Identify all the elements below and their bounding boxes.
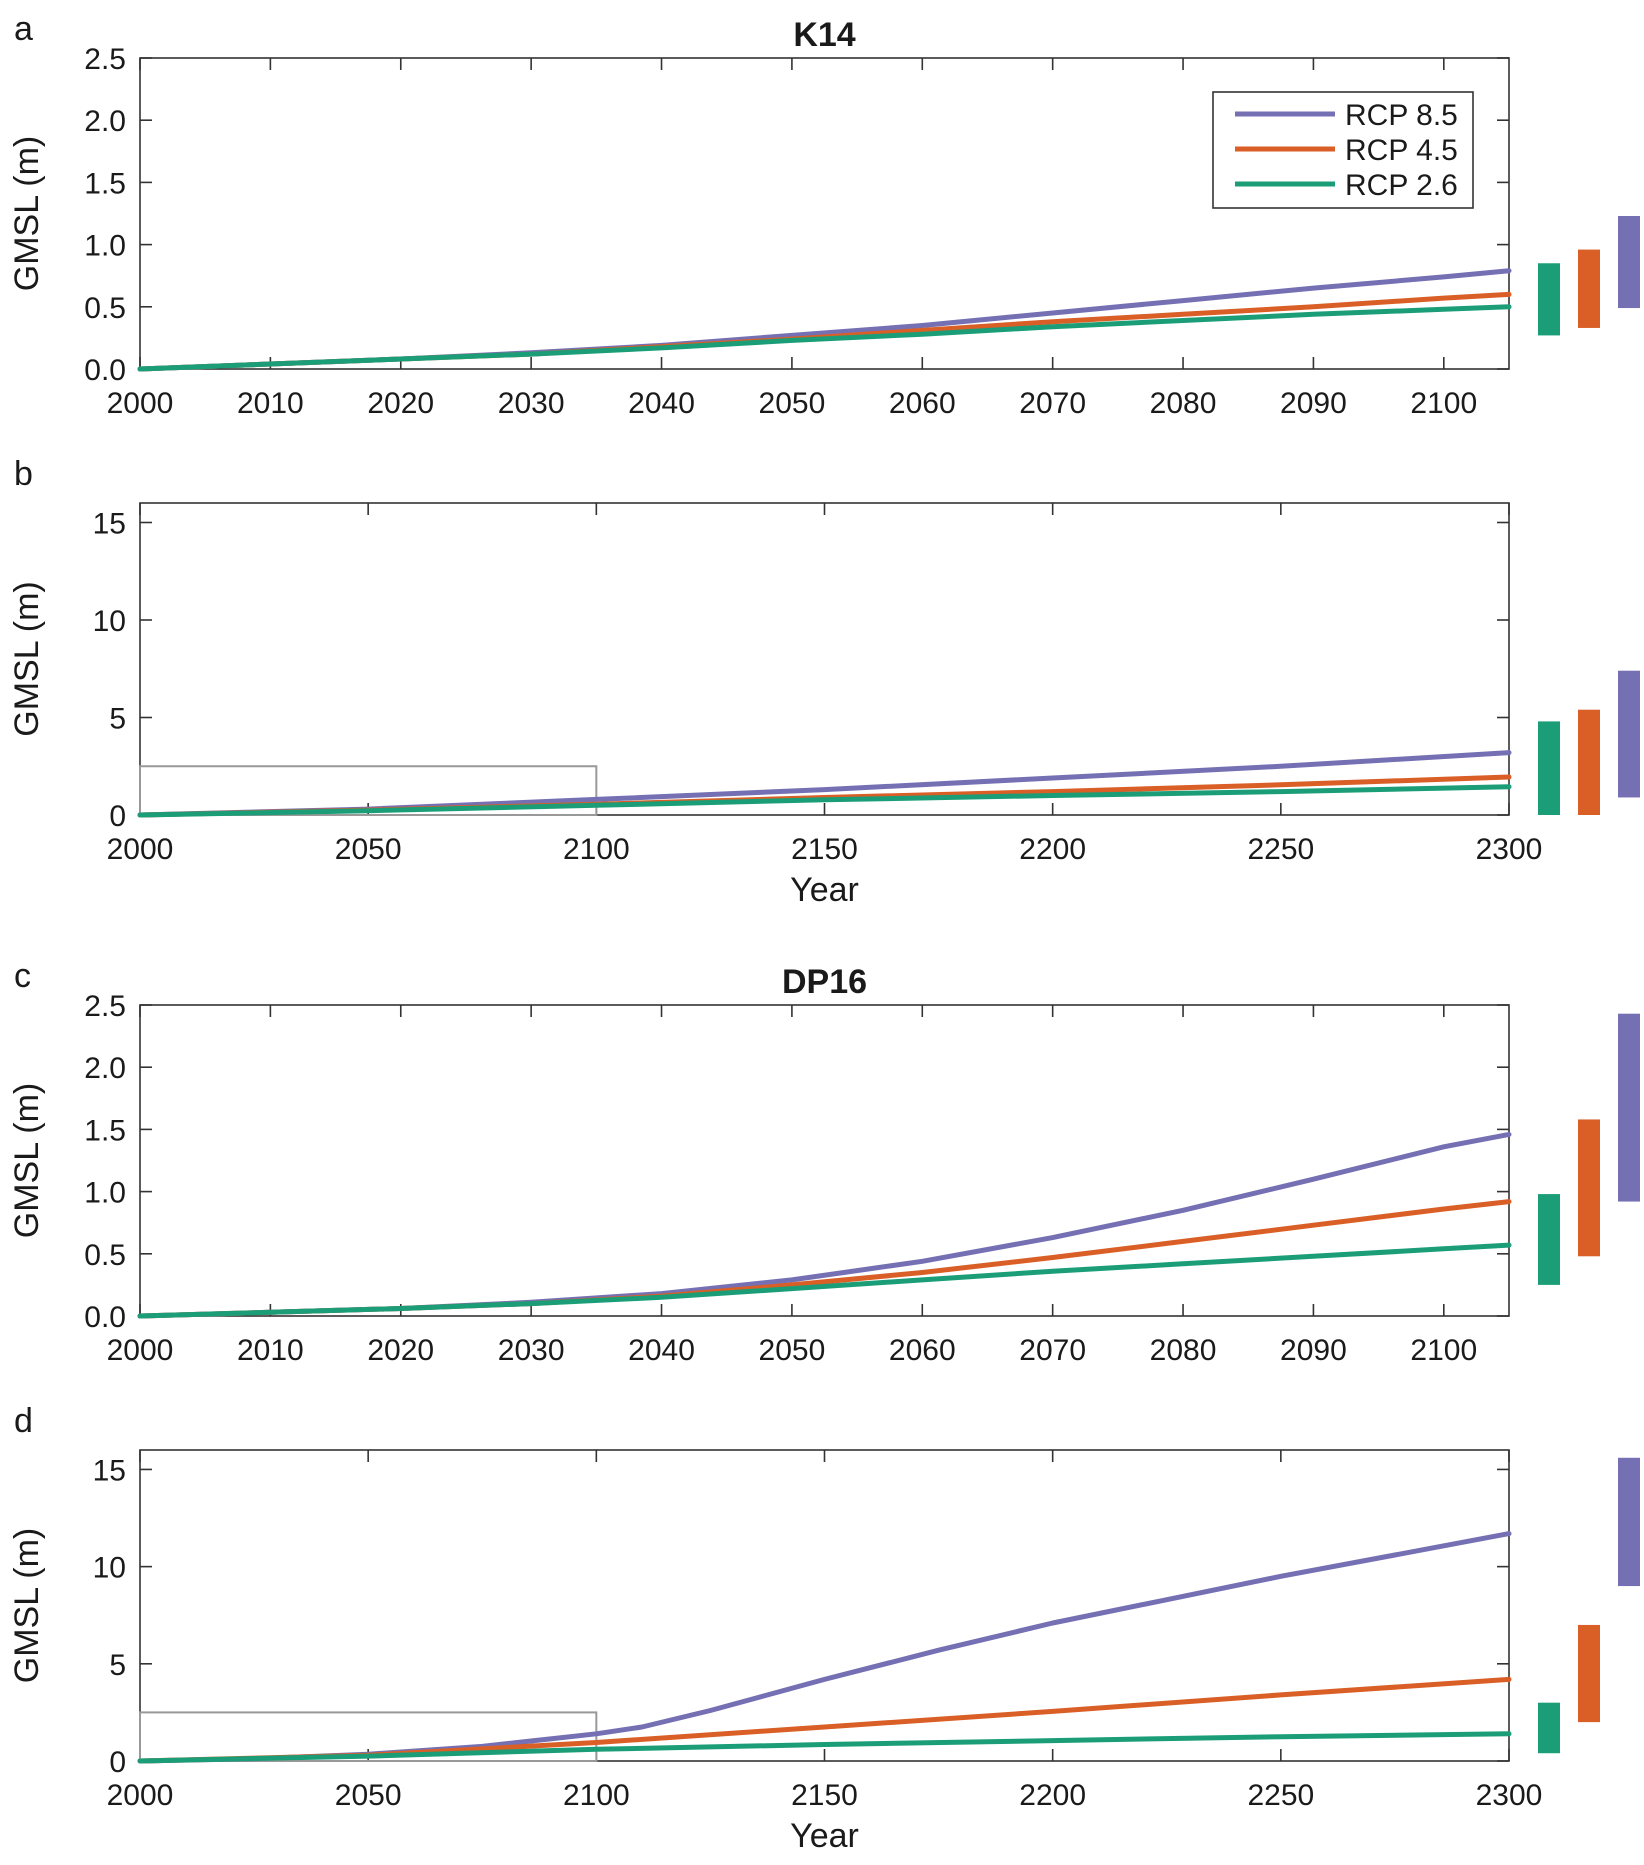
- panel-d-xtick-label-2050: 2050: [335, 1779, 402, 1812]
- panel-d-series-line-rcp45: [137, 1676, 1512, 1764]
- panel-c-ylabel: GMSL (m): [8, 1083, 46, 1239]
- panel-d-series-line-rcp26: [137, 1731, 1512, 1764]
- panel-b-inset-box: [139, 765, 598, 816]
- panel-c-range-bar-rcp45: [1578, 1119, 1600, 1257]
- panel-a-ytick-label-0: 0.0: [84, 354, 126, 387]
- panel-c-xtick-label-2070: 2070: [1019, 1334, 1086, 1367]
- panel-a-ytick-label-4: 2.0: [84, 105, 126, 138]
- panel-b-xtick-label-2250: 2250: [1247, 833, 1314, 866]
- panel-d-letter: d: [14, 1402, 33, 1440]
- panel-b-series-line-rcp26: [137, 784, 1512, 818]
- panel-d-range-bar-rcp26: [1538, 1702, 1560, 1754]
- panel-c-ytick-label-2: 1.0: [84, 1177, 126, 1210]
- panel-a-series-line-rcp85: [137, 268, 1512, 372]
- panel-b-xlabel: Year: [790, 871, 859, 909]
- panel-b-xtick-label-2150: 2150: [791, 833, 858, 866]
- panel-c-xtick-label-2020: 2020: [367, 1334, 434, 1367]
- panel-a-xtick-label-2010: 2010: [237, 387, 304, 420]
- panel-c-series-line-rcp26: [137, 1242, 1512, 1319]
- panel-a-ytick-label-5: 2.5: [84, 43, 126, 76]
- panel-c-ytick-label-3: 1.5: [84, 1114, 126, 1147]
- panel-c-xtick-label-2010: 2010: [237, 1334, 304, 1367]
- panel-b-xtick-label-2000: 2000: [107, 833, 174, 866]
- panel-a-xtick-label-2060: 2060: [889, 387, 956, 420]
- panel-c-xtick-label-2090: 2090: [1280, 1334, 1347, 1367]
- panel-b-letter: b: [14, 455, 33, 493]
- panel-a-range-bar-rcp85: [1618, 215, 1640, 309]
- panel-a-title: K14: [793, 16, 855, 54]
- panel-d-inset-box: [139, 1711, 598, 1762]
- panel-a-xtick-label-2020: 2020: [367, 387, 434, 420]
- panel-c-title: DP16: [782, 963, 867, 1001]
- panel-a-range-bar-rcp45: [1578, 249, 1600, 328]
- panel-a-xtick-label-2080: 2080: [1150, 387, 1217, 420]
- panel-b-ytick-label-1: 5: [109, 703, 126, 736]
- panel-c-ytick-label-5: 2.5: [84, 990, 126, 1023]
- panel-a-ytick-label-3: 1.5: [84, 167, 126, 200]
- panel-a-ytick-label-2: 1.0: [84, 230, 126, 263]
- panel-b-axes-frame: [139, 502, 1510, 816]
- panel-c-ytick-label-0: 0.0: [84, 1301, 126, 1334]
- panel-c-axes-frame: [139, 1004, 1510, 1317]
- panel-b-ytick-label-2: 10: [93, 605, 126, 638]
- panel-c-xtick-label-2080: 2080: [1150, 1334, 1217, 1367]
- panel-a-letter: a: [14, 10, 33, 48]
- panel-d-xtick-label-2250: 2250: [1247, 1779, 1314, 1812]
- panel-a-xtick-label-2070: 2070: [1019, 387, 1086, 420]
- panel-c-xtick-label-2100: 2100: [1410, 1334, 1477, 1367]
- panel-d-xtick-label-2200: 2200: [1019, 1779, 1086, 1812]
- panel-a-ytick-label-1: 0.5: [84, 292, 126, 325]
- panel-d-xtick-label-2300: 2300: [1476, 1779, 1543, 1812]
- panel-c-xtick-label-2060: 2060: [889, 1334, 956, 1367]
- panel-a-xtick-label-2090: 2090: [1280, 387, 1347, 420]
- panel-d-ylabel: GMSL (m): [8, 1528, 46, 1684]
- panel-c-xtick-label-2030: 2030: [498, 1334, 565, 1367]
- panel-d-ytick-label-3: 15: [93, 1454, 126, 1487]
- panel-c-xtick-label-2050: 2050: [759, 1334, 826, 1367]
- panel-b-xtick-label-2050: 2050: [335, 833, 402, 866]
- panel-b-xtick-label-2100: 2100: [563, 833, 630, 866]
- panel-b-ytick-label-3: 15: [93, 508, 126, 541]
- panel-c-ytick-label-4: 2.0: [84, 1052, 126, 1085]
- panel-d-axes-frame: [139, 1449, 1510, 1762]
- panel-c-xtick-label-2040: 2040: [628, 1334, 695, 1367]
- panel-c-range-bar-rcp85: [1618, 1013, 1640, 1202]
- panel-b-xtick-label-2200: 2200: [1019, 833, 1086, 866]
- panel-d-xtick-label-2000: 2000: [107, 1779, 174, 1812]
- legend-label-rcp45: RCP 4.5: [1345, 134, 1458, 167]
- panel-c-range-bar-rcp26: [1538, 1194, 1560, 1285]
- panel-c-xtick-label-2000: 2000: [107, 1334, 174, 1367]
- panel-b-range-bar-rcp26: [1538, 721, 1560, 815]
- panel-b-xtick-label-2300: 2300: [1476, 833, 1543, 866]
- panel-b-ylabel: GMSL (m): [8, 581, 46, 737]
- panel-a-series-line-rcp26: [137, 304, 1512, 372]
- panel-a-xtick-label-2100: 2100: [1410, 387, 1477, 420]
- panel-a-ylabel: GMSL (m): [8, 136, 46, 292]
- panel-d-range-bar-rcp85: [1618, 1457, 1640, 1587]
- panel-a-range-bar-rcp26: [1538, 263, 1560, 336]
- panel-a-axes-frame: [139, 57, 1510, 370]
- panel-d-ytick-label-2: 10: [93, 1552, 126, 1585]
- panel-b-range-bar-rcp45: [1578, 709, 1600, 815]
- panel-d-xlabel: Year: [790, 1817, 859, 1855]
- panel-a-xtick-label-2040: 2040: [628, 387, 695, 420]
- panel-d-xtick-label-2100: 2100: [563, 1779, 630, 1812]
- panel-d-xtick-label-2150: 2150: [791, 1779, 858, 1812]
- panel-b-ytick-label-0: 0: [109, 800, 126, 833]
- panel-a-xtick-label-2000: 2000: [107, 387, 174, 420]
- legend-label-rcp85: RCP 8.5: [1345, 99, 1458, 132]
- panel-b-range-bar-rcp85: [1618, 670, 1640, 798]
- panel-d-ytick-label-0: 0: [109, 1746, 126, 1779]
- panel-d-range-bar-rcp45: [1578, 1624, 1600, 1723]
- panel-a-xtick-label-2030: 2030: [498, 387, 565, 420]
- panel-c-letter: c: [14, 957, 31, 995]
- legend-label-rcp26: RCP 2.6: [1345, 169, 1458, 202]
- panel-c-ytick-label-1: 0.5: [84, 1239, 126, 1272]
- panel-a-xtick-label-2050: 2050: [759, 387, 826, 420]
- panel-d-ytick-label-1: 5: [109, 1649, 126, 1682]
